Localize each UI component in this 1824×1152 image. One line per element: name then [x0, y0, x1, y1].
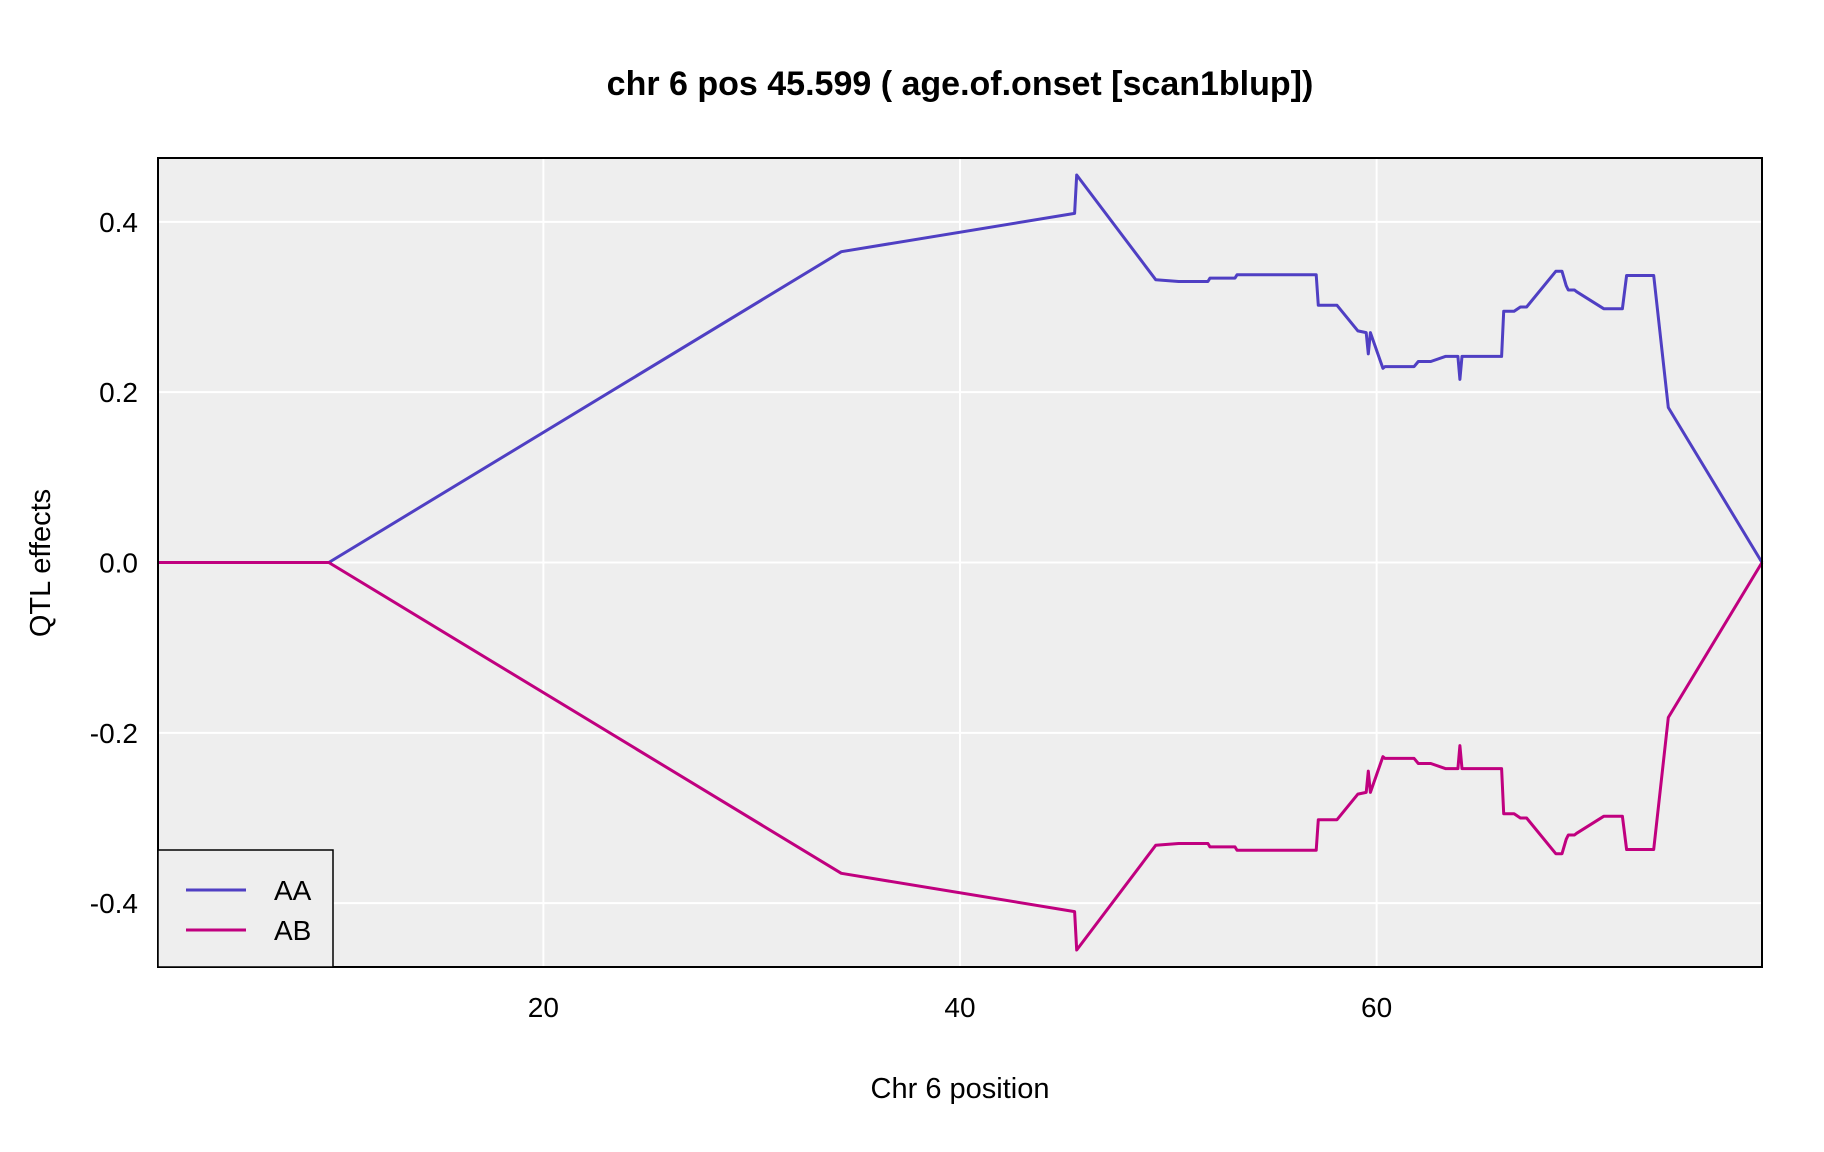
series-layer	[158, 173, 1764, 952]
y-axis-ticks: -0.4 -0.2 0.0 0.2 0.4	[90, 207, 138, 919]
chart-title: chr 6 pos 45.599 ( age.of.onset [scan1bl…	[607, 65, 1314, 103]
legend: AA AB	[157, 849, 334, 968]
legend-label-aa: AA	[274, 875, 312, 906]
x-tick-label: 20	[528, 992, 559, 1023]
x-axis-label: Chr 6 position	[871, 1073, 1050, 1105]
y-tick-label: 0.0	[99, 548, 138, 579]
x-tick-label: 40	[944, 992, 975, 1023]
y-axis-label: QTL effects	[25, 489, 57, 637]
grid-lines	[158, 158, 1762, 967]
plot-panel-border	[157, 157, 1763, 968]
x-tick-label: 60	[1361, 992, 1392, 1023]
y-tick-label: 0.2	[99, 377, 138, 408]
legend-label-ab: AB	[274, 915, 311, 946]
y-tick-label: 0.4	[99, 207, 138, 238]
series-line-ab	[158, 561, 1764, 952]
legend-box	[157, 849, 334, 968]
series-line-aa	[158, 173, 1764, 564]
x-axis-ticks: 20 40 60	[528, 992, 1392, 1023]
y-tick-label: -0.4	[90, 888, 138, 919]
y-tick-label: -0.2	[90, 718, 138, 749]
